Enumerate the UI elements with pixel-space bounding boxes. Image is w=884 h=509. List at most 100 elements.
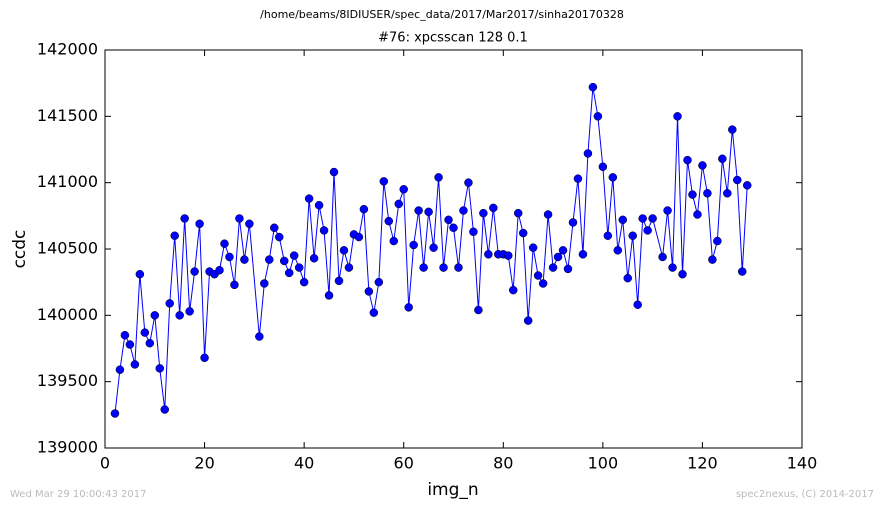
data-point	[384, 216, 394, 226]
data-point	[200, 353, 209, 363]
x-axis-label: img_n	[427, 480, 478, 500]
x-tick-label: 40	[294, 454, 314, 473]
y-tick-label: 140500	[37, 239, 98, 258]
data-point	[284, 268, 294, 278]
data-point	[568, 218, 578, 227]
data-point	[668, 263, 677, 272]
data-point	[110, 409, 120, 418]
data-point	[155, 364, 165, 373]
data-point	[528, 243, 538, 252]
data-point	[140, 328, 150, 337]
data-point	[439, 263, 448, 272]
data-point	[459, 206, 468, 215]
data-point	[633, 300, 642, 309]
data-point	[125, 340, 135, 349]
data-point	[733, 175, 742, 185]
data-point	[230, 280, 239, 290]
data-point	[593, 112, 603, 121]
data-point	[389, 236, 399, 246]
footer-left: Wed Mar 29 10:00:43 2017	[10, 489, 146, 500]
data-point	[275, 232, 284, 242]
data-point	[703, 189, 712, 198]
data-point	[713, 236, 722, 246]
chart-subtitle: #76: xpcsscan 128 0.1	[378, 31, 528, 46]
data-point	[469, 227, 478, 237]
data-point	[613, 246, 623, 255]
y-tick-label: 139500	[37, 371, 98, 390]
data-point	[359, 204, 369, 214]
data-point	[120, 330, 130, 340]
data-point	[533, 271, 543, 280]
data-point	[474, 305, 483, 315]
x-tick-label: 80	[493, 454, 513, 473]
data-point	[170, 231, 179, 240]
data-point	[399, 185, 408, 194]
data-point	[255, 332, 264, 341]
data-point	[648, 214, 657, 223]
data-point	[643, 226, 652, 235]
data-point	[723, 189, 732, 198]
data-point	[628, 231, 637, 240]
y-axis-label: ccdc	[10, 230, 30, 269]
data-point	[180, 214, 189, 223]
x-tick-label: 140	[787, 454, 818, 473]
data-point	[160, 405, 169, 414]
data-point	[489, 203, 498, 213]
data-point	[339, 246, 349, 255]
data-point	[165, 299, 174, 308]
data-point	[658, 252, 667, 262]
x-tick-label: 0	[100, 454, 110, 473]
data-point	[573, 174, 583, 183]
data-point	[354, 232, 364, 242]
data-point	[538, 279, 548, 288]
data-point	[279, 256, 289, 266]
data-point	[319, 226, 329, 235]
data-point	[314, 200, 324, 210]
data-point	[742, 181, 752, 190]
data-point	[145, 338, 155, 348]
data-point	[409, 240, 418, 250]
data-point	[623, 273, 632, 283]
data-point	[429, 243, 438, 252]
data-point	[414, 206, 423, 215]
data-point	[215, 265, 224, 275]
data-point	[260, 279, 269, 288]
data-point	[548, 263, 558, 272]
x-tick-label: 120	[687, 454, 718, 473]
data-point	[294, 263, 304, 272]
data-point	[220, 239, 229, 248]
data-point	[369, 308, 379, 317]
data-point	[175, 311, 184, 320]
y-tick-label: 141000	[37, 172, 98, 191]
data-point	[578, 250, 588, 259]
data-point	[265, 255, 274, 264]
data-point	[484, 250, 493, 259]
data-point	[588, 82, 598, 92]
data-point	[479, 208, 488, 218]
y-tick-label: 140000	[37, 305, 98, 324]
data-point	[738, 267, 747, 276]
data-point	[698, 161, 707, 170]
data-point	[235, 214, 244, 223]
data-point	[419, 263, 428, 272]
data-point	[185, 307, 194, 316]
data-point	[464, 178, 473, 187]
data-point	[663, 206, 672, 215]
data-point	[563, 264, 573, 274]
chart-title: /home/beams/8IDIUSER/spec_data/2017/Mar2…	[260, 8, 624, 21]
data-point	[523, 316, 533, 325]
data-point	[449, 223, 458, 233]
data-point	[225, 252, 234, 262]
data-point	[688, 190, 697, 199]
data-point	[344, 263, 354, 272]
data-point	[513, 208, 523, 218]
data-point	[379, 177, 389, 186]
data-point	[504, 251, 513, 260]
data-point	[683, 155, 692, 165]
data-point	[334, 276, 344, 286]
data-point	[583, 149, 593, 158]
data-point	[543, 210, 553, 219]
data-point	[130, 360, 140, 369]
x-tick-label: 60	[394, 454, 414, 473]
